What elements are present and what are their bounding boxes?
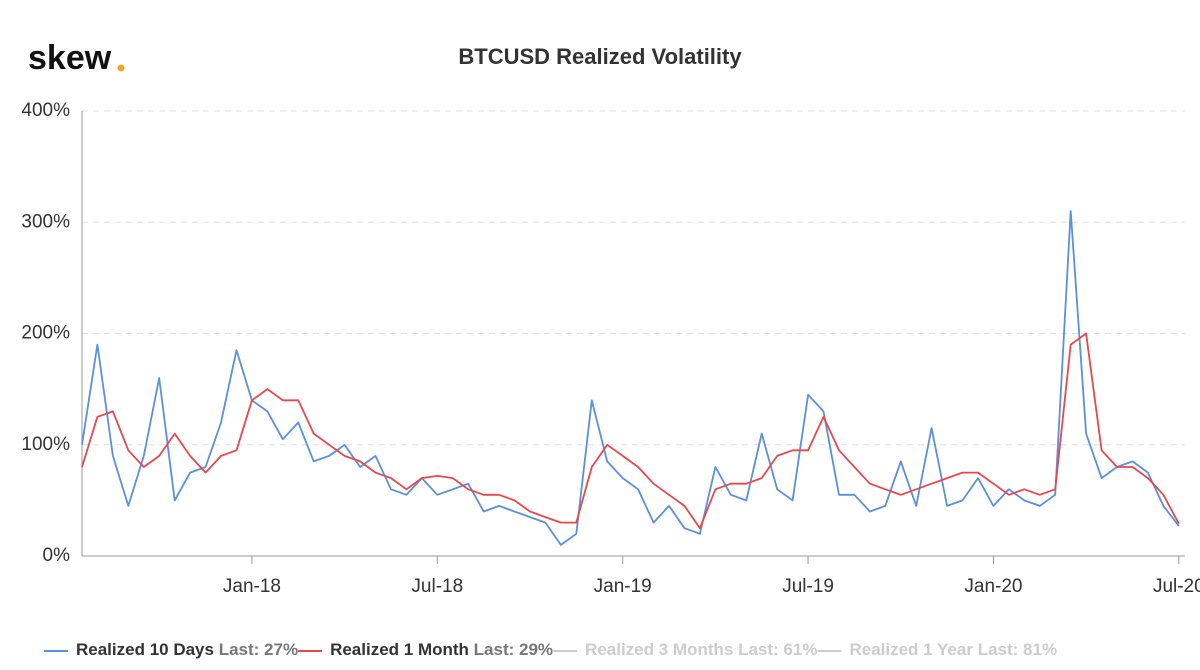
legend-item[interactable]: Realized 3 Months Last: 61%	[585, 640, 817, 659]
y-tick-label: 200%	[21, 323, 70, 344]
legend-item[interactable]: Realized 1 Month Last: 29%	[330, 640, 553, 659]
y-tick-label: 100%	[21, 434, 70, 455]
legend-item[interactable]: Realized 10 Days Last: 27%	[76, 640, 298, 659]
x-tick-label: Jul-19	[782, 576, 834, 597]
y-tick-label: 300%	[21, 211, 70, 232]
legend-name: Realized 3 Months	[585, 640, 733, 659]
x-tick-label: Jan-20	[964, 576, 1022, 597]
x-tick-label: Jan-18	[223, 576, 281, 597]
legend-last: Last: 29%	[474, 640, 553, 659]
series-line	[81, 332, 1180, 530]
brand-dot	[117, 64, 125, 72]
legend-item[interactable]: Realized 1 Year Last: 81%	[849, 640, 1057, 659]
legend-last: Last: 27%	[219, 640, 298, 659]
x-tick-label: Jul-18	[411, 576, 463, 597]
brand-logo: skew	[28, 39, 112, 77]
legend-name: Realized 10 Days	[76, 640, 214, 659]
chart-title: BTCUSD Realized Volatility	[458, 44, 742, 69]
x-tick-label: Jul-20	[1153, 576, 1200, 597]
legend-last: Last: 81%	[978, 640, 1057, 659]
x-tick-label: Jan-19	[594, 576, 652, 597]
legend-name: Realized 1 Month	[330, 640, 469, 659]
series-line	[81, 210, 1180, 546]
legend-last: Last: 61%	[738, 640, 817, 659]
legend-name: Realized 1 Year	[849, 640, 973, 659]
y-tick-label: 400%	[21, 100, 70, 121]
y-tick-label: 0%	[43, 545, 71, 566]
